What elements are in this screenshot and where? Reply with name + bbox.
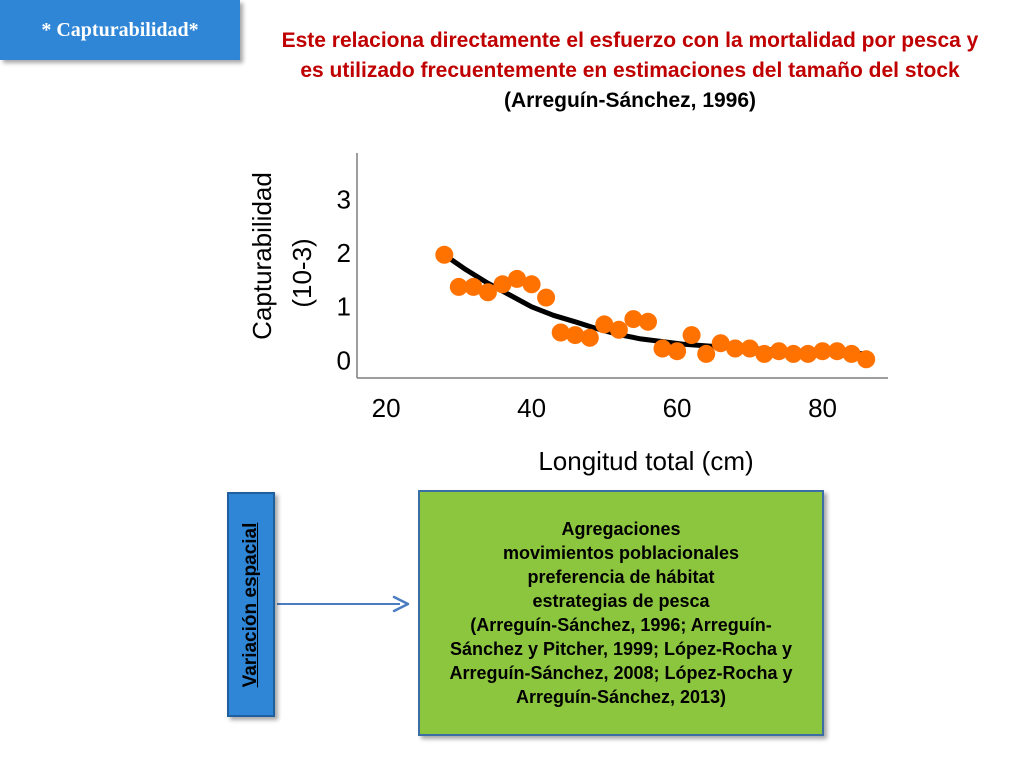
scatter-point xyxy=(551,323,570,342)
scatter-point xyxy=(784,344,803,363)
factors-line: movimientos poblacionales xyxy=(502,543,740,563)
scatter-point xyxy=(624,310,643,329)
data-points xyxy=(435,245,876,369)
scatter-point xyxy=(449,277,468,296)
scatter-point xyxy=(697,344,716,363)
scatter-point xyxy=(711,334,730,353)
y-tick-label: 2 xyxy=(337,238,351,268)
slide-tag-label: * Capturabilidad* xyxy=(41,18,199,41)
scatter-point xyxy=(769,342,788,361)
scatter-point xyxy=(682,326,701,345)
y-axis-label-line2: (10-3) xyxy=(287,238,317,307)
factors-line: Arreguín-Sánchez, 2008; López-Rocha y xyxy=(449,663,793,683)
x-tick-label: 80 xyxy=(808,393,837,423)
scatter-point xyxy=(566,326,585,345)
factors-line: (Arreguín-Sánchez, 1996; Arreguín- xyxy=(470,615,772,635)
x-tick-label: 40 xyxy=(517,393,546,423)
factors-line: Sánchez y Pitcher, 1999; López-Rocha y xyxy=(449,639,793,659)
scatter-point xyxy=(799,344,817,363)
y-axis-label-line1: Capturabilidad xyxy=(247,172,277,340)
scatter-point xyxy=(580,328,599,347)
header-citation: (Arreguín-Sánchez, 1996) xyxy=(503,89,757,112)
slide-tag: * Capturabilidad* xyxy=(0,0,240,60)
variation-box: Variación espacial xyxy=(227,492,275,717)
scatter-point xyxy=(609,320,628,339)
scatter-point xyxy=(726,339,745,358)
scatter-point xyxy=(755,344,774,363)
variation-box-label: Variación espacial xyxy=(240,522,261,687)
trend-curve xyxy=(441,252,869,357)
scatter-point xyxy=(828,342,847,361)
scatter-point xyxy=(493,275,512,294)
y-tick-label: 0 xyxy=(337,345,351,375)
scatter-point xyxy=(668,342,687,361)
scatter-point xyxy=(653,339,672,358)
scatter-point xyxy=(813,342,832,361)
scatter-point xyxy=(595,315,614,334)
factors-line: Arreguín-Sánchez, 2013) xyxy=(515,687,727,707)
x-axis-label: Longitud total (cm) xyxy=(538,446,753,476)
factors-line: Agregaciones xyxy=(561,519,681,539)
chart-axes xyxy=(356,153,888,379)
factors-box: Agregaciones movimientos poblacionales pre… xyxy=(418,490,824,736)
scatter-point xyxy=(639,312,657,331)
trend-line xyxy=(441,252,869,357)
scatter-point xyxy=(435,245,454,264)
scatter-point xyxy=(537,288,556,307)
factors-line: preferencia de hábitat xyxy=(527,567,715,587)
x-tick-label: 60 xyxy=(663,393,692,423)
scatter-point xyxy=(857,350,876,369)
scatter-point xyxy=(522,275,541,294)
y-tick-label: 1 xyxy=(337,292,351,322)
slide-header: Este relaciona directamente el esfuerzo … xyxy=(270,26,990,116)
scatter-point xyxy=(478,283,497,302)
x-tick-label: 20 xyxy=(372,393,401,423)
chart-ticks: 0 1 2 3 20 40 60 80 xyxy=(337,185,837,423)
scatter-point xyxy=(740,339,759,358)
factors-line: estrategias de pesca xyxy=(532,591,710,611)
scatter-point xyxy=(842,344,861,363)
arrow-head-icon xyxy=(392,595,410,613)
scatter-point xyxy=(508,269,526,288)
header-main-text: Este relaciona directamente el esfuerzo … xyxy=(281,29,979,82)
scatter-point xyxy=(464,277,483,296)
y-tick-label: 3 xyxy=(337,185,351,215)
